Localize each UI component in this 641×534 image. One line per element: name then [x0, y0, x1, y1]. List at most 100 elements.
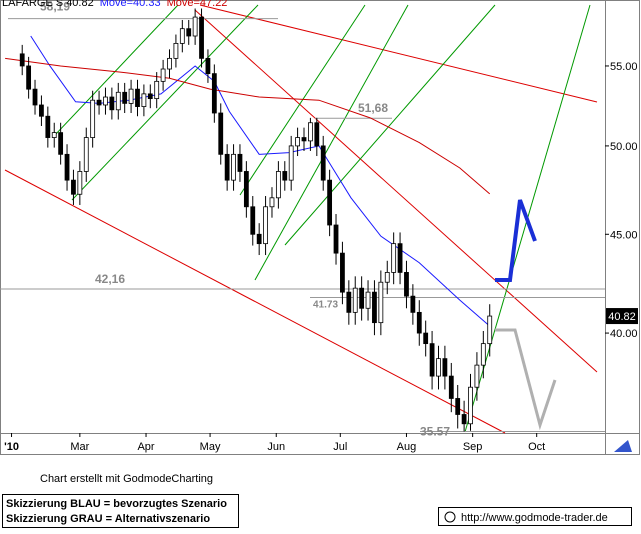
header-item: Move=40.33 — [100, 0, 161, 9]
candle-body — [147, 93, 153, 100]
candle-body — [346, 291, 352, 313]
trendline — [199, 4, 598, 103]
x-tick-label: '10 — [4, 441, 19, 453]
y-tick-label: 55.00 — [610, 61, 638, 73]
level-label: 58,19 — [40, 0, 70, 14]
scenario-blue — [495, 199, 537, 282]
candle-body — [205, 57, 211, 75]
last-price-label: 40.82 — [608, 311, 636, 323]
candle-body — [77, 171, 83, 195]
candle-body — [352, 287, 358, 313]
x-tick-label: Oct — [528, 441, 545, 453]
candle-body — [378, 281, 384, 324]
candle-body — [192, 16, 198, 37]
trendlines — [4, 4, 598, 434]
note-blue: Skizzierung BLAU = bevorzugtes Szenario — [6, 498, 227, 510]
candle-body — [128, 88, 134, 104]
candle-body — [243, 171, 249, 208]
candle-body — [461, 414, 467, 425]
candle-body — [410, 295, 416, 313]
candle-body — [71, 179, 76, 195]
candle-body — [122, 91, 128, 104]
candle-body — [90, 99, 96, 138]
x-tick-label: Apr — [137, 441, 154, 453]
candle-body — [314, 122, 320, 147]
candle-body — [372, 291, 377, 324]
candle-body — [359, 287, 365, 309]
candle-body — [487, 315, 493, 345]
level-label: 35.57 — [420, 425, 450, 439]
candle-body — [423, 332, 429, 345]
header: LAFARGE S 40.82 Move=40.33 Move=47.22 — [2, 0, 227, 9]
note-gray: Skizzierung GRAU = Alternativszenario — [6, 513, 210, 525]
candle-body — [404, 272, 409, 297]
trendline — [254, 4, 409, 281]
candle-body — [211, 73, 217, 114]
candle-body — [468, 386, 473, 425]
trendline — [54, 4, 179, 136]
candle-body — [173, 42, 179, 59]
candle-body — [455, 398, 461, 415]
trendline — [239, 4, 366, 196]
x-tick-label: Jun — [267, 441, 285, 453]
url-box — [438, 507, 632, 526]
plot-frame — [0, 0, 606, 455]
candle-body — [333, 224, 339, 254]
candle-body — [179, 28, 185, 44]
candle-body — [256, 233, 262, 245]
candle-body — [269, 197, 275, 208]
x-tick-label: Sep — [463, 441, 483, 453]
candle-body — [231, 153, 236, 181]
copyright-icon — [444, 511, 456, 523]
candle-body — [327, 179, 333, 226]
x-tick-label: Mar — [70, 441, 89, 453]
candle-body — [160, 68, 166, 82]
x-tick-label: Jul — [333, 441, 347, 453]
y-tick-label: 40.00 — [610, 328, 638, 340]
trendline — [71, 4, 259, 201]
candle-body — [39, 104, 44, 117]
candle-body — [224, 153, 230, 181]
level-label: 41.73 — [313, 300, 338, 311]
header-item: LAFARGE S 40.82 — [2, 0, 94, 9]
candle-body — [250, 206, 256, 235]
icon — [614, 440, 632, 452]
y-axis-panel — [605, 0, 640, 455]
x-tick-label: May — [200, 441, 221, 453]
candle-body — [436, 358, 441, 377]
candle-body — [301, 137, 307, 142]
y-tick-label: 50.00 — [610, 141, 638, 153]
scenario-gray — [495, 328, 557, 431]
candle-body — [186, 28, 192, 37]
note-box — [2, 494, 239, 528]
candle-body — [288, 145, 294, 181]
candle-body — [141, 93, 147, 107]
candle-body — [115, 91, 121, 111]
x-tick-label: Aug — [397, 441, 417, 453]
candle-body — [384, 272, 390, 283]
candle-body — [320, 145, 326, 181]
candle-body — [448, 375, 454, 399]
candle-body — [51, 132, 57, 138]
candle-body — [135, 88, 140, 107]
candle-body — [340, 252, 345, 293]
candle-body — [275, 171, 281, 199]
trendline — [284, 4, 496, 246]
moving-average — [5, 57, 491, 195]
level-label: 42,16 — [95, 272, 125, 286]
candle-body — [96, 99, 102, 106]
candle-body — [365, 291, 371, 309]
url: http://www.godmode-trader.de — [461, 512, 608, 524]
candle-body — [103, 96, 108, 106]
trendline — [4, 169, 506, 434]
header-item: Move=47.22 — [167, 0, 228, 9]
candle-body — [237, 153, 243, 172]
candle-body — [64, 153, 70, 181]
candle-body — [397, 243, 403, 273]
candle-body — [167, 57, 172, 70]
candle-body — [58, 132, 64, 155]
candle-body — [391, 243, 397, 273]
candle-body — [263, 206, 268, 245]
